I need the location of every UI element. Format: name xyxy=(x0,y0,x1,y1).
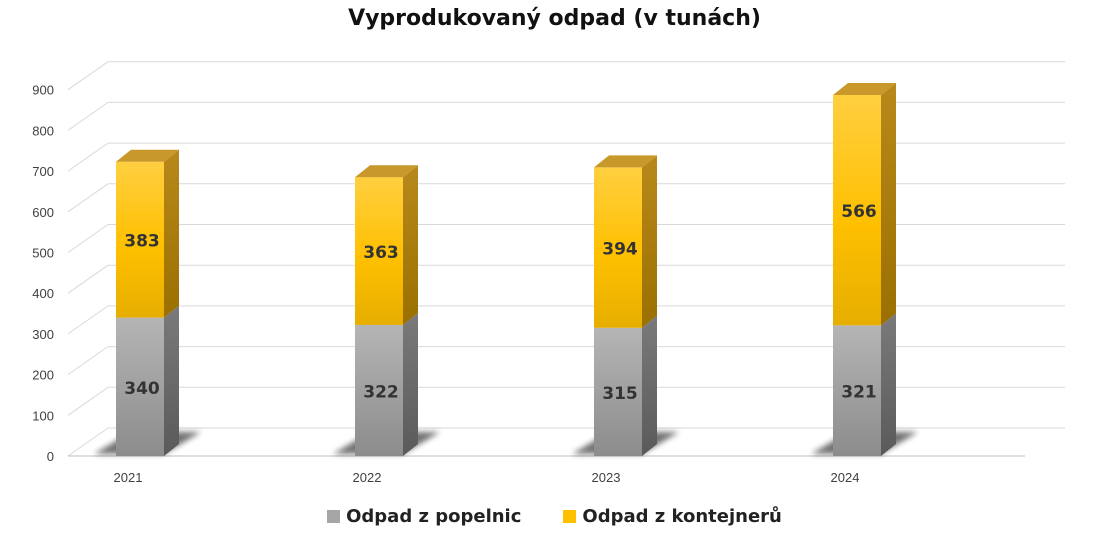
data-label: 566 xyxy=(841,202,877,222)
gridline-diagonal-0 xyxy=(67,427,109,457)
bar-side-kontejnery xyxy=(164,149,179,318)
data-label: 363 xyxy=(363,243,399,263)
bar-side-kontejnery xyxy=(881,82,896,326)
bar-side-kontejnery xyxy=(403,165,418,325)
bar-top xyxy=(116,149,179,162)
chart-title: Vyprodukovaný odpad (v tunách) xyxy=(348,6,761,31)
gridline-diagonal-600 xyxy=(67,183,109,213)
gridline-diagonal-900 xyxy=(67,61,109,91)
y-tick-label: 200 xyxy=(32,368,54,383)
legend: Odpad z popelnic Odpad z kontejnerů xyxy=(0,506,1109,527)
data-label: 340 xyxy=(124,379,160,399)
y-tick-label: 600 xyxy=(32,205,54,220)
x-tick-label: 2021 xyxy=(114,470,143,485)
legend-swatch-gray xyxy=(327,510,341,523)
data-label: 322 xyxy=(363,382,399,402)
data-label: 321 xyxy=(841,383,877,403)
bar-side-kontejnery xyxy=(642,155,657,328)
gridline-diagonal-100 xyxy=(67,386,109,416)
bar-kontejnery-2024 xyxy=(833,94,881,326)
y-tick-label: 300 xyxy=(32,327,54,342)
data-label: 383 xyxy=(124,232,160,252)
y-tick-label: 500 xyxy=(32,246,54,261)
gridline-diagonal-800 xyxy=(67,101,109,131)
y-tick-label: 400 xyxy=(32,286,54,301)
bar-popelnice-2023 xyxy=(594,327,642,456)
bar-kontejnery-2021 xyxy=(116,161,164,318)
gridline-diagonal-300 xyxy=(67,305,109,335)
y-tick-label: 700 xyxy=(32,164,54,179)
legend-item-kontejnery: Odpad z kontejnerů xyxy=(563,506,782,527)
bar-top xyxy=(355,165,418,178)
bar-side-popelnice xyxy=(164,305,179,456)
gridline-diagonal-400 xyxy=(67,264,109,294)
bar-popelnice-2021 xyxy=(116,317,164,456)
y-tick-label: 900 xyxy=(32,83,54,98)
bar-side-popelnice xyxy=(881,313,896,456)
bar-top xyxy=(833,82,896,95)
x-tick-label: 2022 xyxy=(353,470,382,485)
bar-kontejnery-2022 xyxy=(355,177,403,325)
gridline-diagonal-700 xyxy=(67,142,109,172)
legend-swatch-yellow xyxy=(563,510,577,523)
y-tick-label: 800 xyxy=(32,123,54,138)
x-tick-label: 2023 xyxy=(592,470,621,485)
data-label: 394 xyxy=(602,240,638,260)
gridline-diagonal-500 xyxy=(67,224,109,253)
bar-popelnice-2022 xyxy=(355,324,403,456)
bar-side-popelnice xyxy=(642,315,657,456)
legend-item-popelnice: Odpad z popelnic xyxy=(327,506,521,527)
legend-label-kontejnery: Odpad z kontejnerů xyxy=(582,506,782,527)
gridline-diagonal-200 xyxy=(67,346,109,376)
bar-kontejnery-2023 xyxy=(594,167,642,328)
data-label: 315 xyxy=(602,384,638,404)
x-tick-label: 2024 xyxy=(831,470,860,485)
y-tick-label: 0 xyxy=(47,449,54,464)
legend-label-popelnice: Odpad z popelnic xyxy=(346,506,522,527)
bar-top xyxy=(594,155,657,168)
y-tick-label: 100 xyxy=(32,408,54,423)
bar-side-popelnice xyxy=(403,312,418,456)
bar-popelnice-2024 xyxy=(833,325,881,456)
